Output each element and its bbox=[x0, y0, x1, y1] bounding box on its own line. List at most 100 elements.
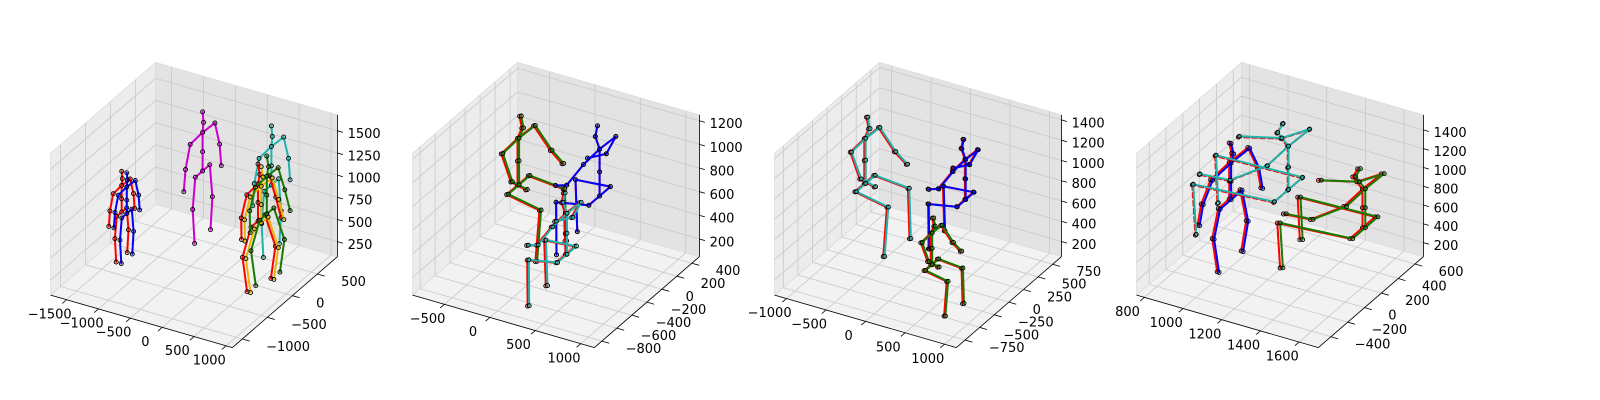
z-tick bbox=[337, 174, 343, 178]
bone bbox=[1342, 188, 1364, 208]
x-axis-line bbox=[412, 294, 595, 348]
bone bbox=[1296, 196, 1301, 241]
grid-line-z bbox=[50, 122, 338, 214]
bone bbox=[1192, 183, 1198, 236]
bone bbox=[1258, 166, 1264, 190]
joint-marker bbox=[562, 190, 568, 196]
bone bbox=[129, 178, 135, 195]
bone bbox=[942, 185, 976, 194]
grid-line-y bbox=[494, 81, 678, 277]
joint-marker bbox=[505, 191, 511, 197]
x-tick-label: 1200 bbox=[1188, 327, 1221, 342]
joint-marker bbox=[1356, 179, 1362, 185]
joint-marker bbox=[607, 184, 613, 190]
bone bbox=[1354, 175, 1367, 190]
joint-marker bbox=[136, 192, 142, 198]
z-tick-label: 1200 bbox=[710, 117, 743, 132]
joint-marker bbox=[124, 170, 130, 176]
bone bbox=[120, 170, 124, 180]
joint-marker bbox=[276, 196, 282, 202]
joint-marker bbox=[212, 120, 218, 126]
joint-marker bbox=[971, 189, 977, 195]
y-tick-label: 0 bbox=[686, 290, 694, 305]
bone bbox=[258, 145, 273, 160]
bone bbox=[1279, 221, 1284, 269]
joint-marker bbox=[115, 192, 121, 198]
bone bbox=[1248, 147, 1261, 169]
bone bbox=[271, 176, 280, 201]
y-tick-label: 200 bbox=[701, 277, 726, 292]
joint-marker bbox=[963, 176, 969, 182]
joint-marker bbox=[516, 158, 522, 164]
skeleton-3 bbox=[181, 109, 224, 246]
bone bbox=[260, 216, 270, 224]
grid-line-y bbox=[797, 133, 980, 328]
joint-marker bbox=[268, 144, 274, 149]
bone bbox=[939, 224, 953, 244]
z-tick-label: 500 bbox=[348, 216, 373, 231]
joint-marker bbox=[553, 218, 559, 224]
joint-marker bbox=[908, 236, 914, 241]
joint-marker bbox=[1239, 187, 1245, 193]
x-tick bbox=[1255, 330, 1261, 335]
y-tick-label: −800 bbox=[626, 342, 662, 357]
joint-marker bbox=[585, 155, 590, 161]
joint-marker bbox=[132, 178, 138, 183]
bone bbox=[505, 193, 541, 212]
grid-line-x bbox=[1221, 86, 1328, 321]
joint-marker bbox=[613, 134, 619, 139]
grid-line-x bbox=[1144, 64, 1250, 298]
skeleton-2 bbox=[111, 170, 143, 266]
z-tick-label: 800 bbox=[1434, 183, 1459, 198]
y-tick bbox=[994, 314, 1002, 318]
joint-marker bbox=[268, 275, 274, 281]
x-axis-line bbox=[774, 294, 957, 348]
bone bbox=[249, 185, 263, 198]
y-tick bbox=[616, 327, 625, 331]
grid-line-y bbox=[419, 146, 603, 342]
joint-marker bbox=[119, 176, 125, 182]
bone bbox=[864, 126, 881, 140]
joint-marker bbox=[1245, 218, 1251, 224]
joint-marker bbox=[271, 205, 277, 211]
joint-marker bbox=[260, 255, 266, 260]
bone bbox=[1198, 203, 1205, 227]
grid-line-x bbox=[904, 100, 1011, 334]
joint-marker bbox=[564, 210, 570, 216]
joint-marker bbox=[592, 134, 598, 139]
z-tick bbox=[699, 120, 705, 123]
joint-marker bbox=[243, 256, 249, 262]
bone bbox=[270, 136, 285, 148]
joint-marker bbox=[574, 229, 580, 235]
skeleton-4 bbox=[553, 123, 619, 258]
y-tick-label: −400 bbox=[656, 316, 692, 331]
joint-marker bbox=[863, 181, 869, 186]
bone bbox=[924, 269, 950, 283]
bone bbox=[1199, 173, 1232, 182]
joint-marker bbox=[111, 225, 117, 231]
bone bbox=[112, 211, 116, 229]
bone bbox=[269, 245, 277, 280]
grid-line-z bbox=[412, 91, 700, 184]
y-axis-line bbox=[1318, 256, 1424, 348]
joint-marker bbox=[1343, 204, 1349, 209]
bone bbox=[534, 124, 553, 152]
joint-marker bbox=[264, 173, 270, 179]
bone bbox=[287, 157, 292, 181]
bone bbox=[264, 214, 277, 248]
x-tick-label: 1000 bbox=[1150, 316, 1183, 331]
bone bbox=[582, 148, 601, 166]
bone bbox=[565, 163, 585, 187]
bone bbox=[194, 170, 204, 179]
y-tick-label: 500 bbox=[341, 275, 366, 290]
bone bbox=[1240, 219, 1248, 252]
x-tick bbox=[530, 330, 536, 335]
joint-marker bbox=[597, 169, 603, 175]
joint-marker bbox=[939, 222, 945, 228]
grid-line-y bbox=[1182, 113, 1365, 308]
bone bbox=[272, 206, 286, 241]
x-tick bbox=[189, 336, 195, 341]
joint-marker bbox=[549, 147, 555, 153]
bone bbox=[968, 148, 980, 166]
bone bbox=[1312, 205, 1348, 221]
